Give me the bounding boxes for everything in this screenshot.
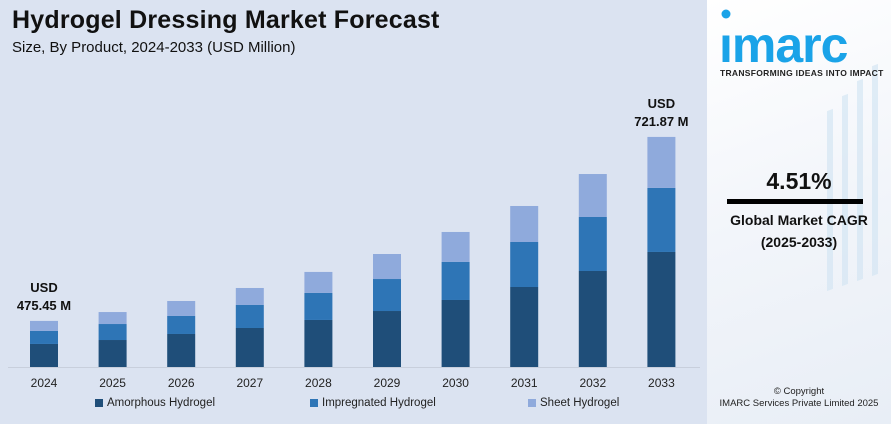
bar-2025-impregnated-hydrogel (98, 324, 127, 341)
x-tick-label: 2025 (99, 376, 126, 390)
bar-2027-impregnated-hydrogel (235, 304, 264, 328)
total-label-currency: USD (647, 95, 676, 111)
cagr-period: (2025-2033) (760, 234, 838, 250)
x-tick-label: 2024 (31, 376, 58, 390)
bar-2031-amorphous-hydrogel (510, 287, 539, 367)
bar-2032-sheet-hydrogel (578, 174, 607, 217)
bar-2029-amorphous-hydrogel (373, 311, 401, 367)
total-label-value: 721.87 M (634, 113, 689, 129)
legend-swatch (528, 399, 536, 407)
bar-2030-impregnated-hydrogel (441, 261, 470, 300)
legend-swatch (95, 399, 103, 407)
legend-item: Sheet Hydrogel (528, 397, 619, 409)
bar-2033-sheet-hydrogel (647, 136, 676, 188)
bar-2024-impregnated-hydrogel (30, 330, 58, 344)
bar-2029-sheet-hydrogel (373, 254, 401, 280)
legend-label: Sheet Hydrogel (540, 397, 620, 409)
x-tick-label: 2031 (511, 376, 538, 390)
bar-2026-amorphous-hydrogel (167, 333, 196, 367)
stacked-bar-chart: 2024 2025 2026 2027 2028 2029 2030 2031 2032 2033 (8, 136, 700, 390)
bar-2032-impregnated-hydrogel (578, 216, 607, 271)
bar-2027-sheet-hydrogel (235, 287, 264, 305)
bar-2028-impregnated-hydrogel (304, 292, 333, 320)
bar-2024-sheet-hydrogel (30, 320, 58, 331)
chart-title: Hydrogel Dressing Market Forecast (12, 6, 440, 34)
bar-2027-amorphous-hydrogel (235, 327, 264, 367)
brand-tagline: TRANSFORMING IDEAS INTO IMPACT (720, 68, 884, 78)
total-label-currency: USD (30, 279, 58, 295)
bar-2032-amorphous-hydrogel (578, 270, 607, 367)
total-label-value: 475.45 M (16, 297, 72, 313)
bar-2031-impregnated-hydrogel (510, 242, 539, 288)
x-tick-label: 2033 (648, 376, 675, 390)
imarc-logo: ımarc (719, 9, 849, 64)
copyright-line-1: © Copyright (773, 386, 825, 397)
legend-item: Amorphous Hydrogel (95, 397, 215, 409)
bar-2025-amorphous-hydrogel (98, 340, 127, 367)
bar-2030-sheet-hydrogel (441, 231, 470, 262)
bar-2024-amorphous-hydrogel (30, 343, 58, 367)
bar-2033-impregnated-hydrogel (647, 187, 676, 252)
legend-label: Amorphous Hydrogel (107, 397, 216, 409)
bar-2026-sheet-hydrogel (167, 300, 196, 316)
legend-item: Impregnated Hydrogel (310, 397, 436, 409)
bar-2028-amorphous-hydrogel (304, 319, 333, 367)
legend-label: Impregnated Hydrogel (322, 397, 436, 409)
bar-2028-sheet-hydrogel (304, 271, 333, 293)
svg-text:ımarc: ımarc (719, 17, 848, 64)
legend: Amorphous Hydrogel Impregnated Hydrogel Sh… (0, 397, 700, 413)
bar-2031-sheet-hydrogel (510, 205, 539, 243)
cagr-divider (727, 199, 863, 204)
bar-2033-amorphous-hydrogel (647, 251, 676, 367)
cagr-label: Global Market CAGR (730, 212, 868, 228)
copyright-line-2: IMARC Services Private Limited 2025 (719, 398, 879, 409)
x-tick-label: 2028 (305, 376, 332, 390)
cagr-value: 4.51% (766, 168, 832, 194)
bar-2030-amorphous-hydrogel (441, 299, 470, 367)
total-label-2024: USD 475.45 M (0, 279, 89, 315)
legend-swatch (310, 399, 318, 407)
x-tick-label: 2032 (579, 376, 606, 390)
x-tick-label: 2027 (236, 376, 263, 390)
bar-2029-impregnated-hydrogel (373, 279, 401, 312)
side-panel: ımarc TRANSFORMING IDEAS INTO IMPACT 4.5… (707, 0, 891, 424)
x-tick-label: 2026 (168, 376, 195, 390)
chart-subtitle: Size, By Product, 2024-2033 (USD Million… (12, 39, 296, 56)
bar-2026-impregnated-hydrogel (167, 315, 196, 334)
x-tick-label: 2029 (374, 376, 401, 390)
total-label-2033: USD 721.87 M (616, 95, 706, 131)
bar-2025-sheet-hydrogel (98, 312, 127, 325)
x-tick-label: 2030 (442, 376, 469, 390)
